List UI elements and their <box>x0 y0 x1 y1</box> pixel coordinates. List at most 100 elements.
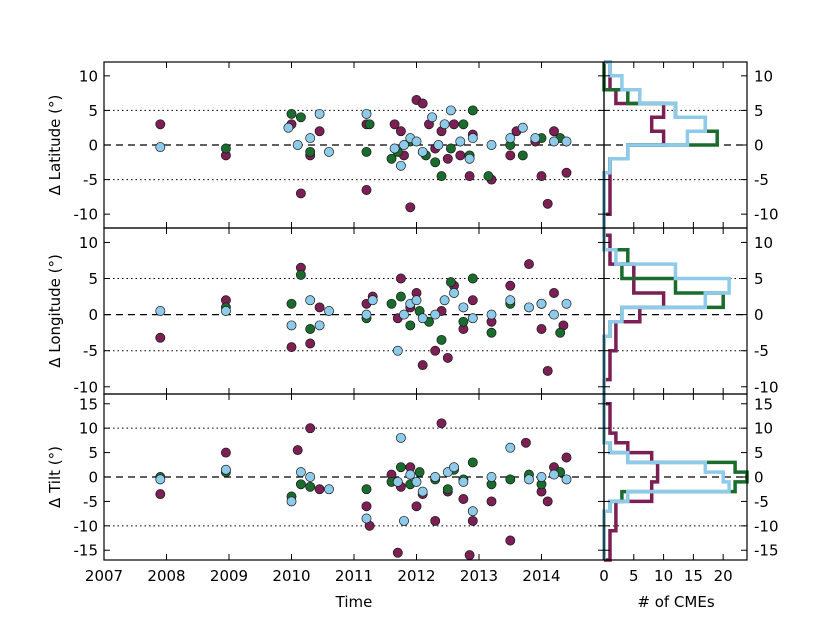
ytick-label-latitude-histogram: 5 <box>754 102 764 120</box>
ytick-label-longitude-histogram: 0 <box>754 306 764 324</box>
data-point-longitude <box>314 320 325 331</box>
data-point-longitude <box>467 273 478 284</box>
data-point-tilt <box>395 432 406 443</box>
data-point-tilt <box>395 462 406 473</box>
data-point-tilt <box>467 506 478 517</box>
ytick-label-longitude-histogram: 10 <box>754 234 773 252</box>
data-point-longitude <box>361 309 372 320</box>
tick-marks <box>103 62 747 560</box>
data-point-longitude <box>155 332 166 343</box>
data-point-latitude <box>295 188 306 199</box>
data-point-longitude <box>220 306 231 316</box>
histogram-step-longitude-histogram <box>602 228 666 394</box>
data-point-tilt <box>295 467 306 478</box>
ylabel-latitude: Δ Latitude (°) <box>46 95 64 196</box>
data-point-tilt <box>417 486 428 497</box>
data-point-tilt <box>314 484 325 495</box>
data-point-longitude <box>395 291 406 302</box>
data-point-tilt <box>286 496 297 507</box>
data-point-latitude <box>395 126 406 137</box>
data-point-latitude <box>295 112 306 123</box>
data-point-longitude <box>549 288 559 298</box>
data-point-latitude <box>561 136 572 147</box>
data-point-longitude <box>445 277 456 288</box>
data-point-latitude <box>405 202 416 213</box>
data-point-longitude <box>314 302 325 313</box>
ytick-label-tilt-histogram: 15 <box>754 395 773 413</box>
data-point-latitude <box>305 133 316 144</box>
ytick-label-tilt: 10 <box>79 420 98 438</box>
data-point-tilt <box>520 437 531 448</box>
data-point-latitude <box>483 171 494 182</box>
ytick-label-longitude-histogram: 5 <box>754 270 764 288</box>
xtick-label-tilt-histogram: 10 <box>654 567 673 585</box>
data-point-latitude <box>536 171 547 182</box>
xtick-label-tilt-histogram: 5 <box>629 567 639 585</box>
data-point-longitude <box>155 306 166 316</box>
ytick-label-latitude: 10 <box>79 67 98 85</box>
data-point-tilt <box>467 515 478 526</box>
data-point-latitude <box>464 153 475 164</box>
data-point-latitude <box>455 136 466 147</box>
data-point-latitude <box>386 153 397 164</box>
data-point-latitude <box>458 119 469 130</box>
data-point-latitude <box>155 119 166 130</box>
data-point-longitude <box>417 313 428 324</box>
data-point-latitude <box>561 167 572 178</box>
ytick-label-latitude-histogram: 0 <box>754 137 764 155</box>
ytick-label-tilt-histogram: 5 <box>754 444 764 462</box>
tick-labels: -10 -5 0 5 10 -10 -5 0 5 10 -15 -10 -5 0 5 10 15 2007 2008… <box>74 67 779 585</box>
ytick-label-longitude: 5 <box>88 270 98 288</box>
data-point-latitude <box>445 105 456 116</box>
ytick-label-tilt-histogram: -5 <box>754 493 769 511</box>
xlabel-time: Time <box>335 593 373 611</box>
data-point-tilt <box>411 476 422 487</box>
data-point-tilt <box>305 423 316 434</box>
ytick-label-latitude: -5 <box>83 171 98 189</box>
ytick-label-tilt-histogram: 10 <box>754 420 773 438</box>
data-point-latitude <box>417 146 428 157</box>
data-point-latitude <box>389 143 400 154</box>
data-point-tilt <box>399 515 409 526</box>
ylabel-longitude: Δ Longitude (°) <box>46 254 64 368</box>
data-point-longitude <box>286 320 297 331</box>
data-point-latitude <box>305 146 316 157</box>
data-point-longitude <box>458 302 469 313</box>
data-point-latitude <box>517 150 528 161</box>
data-point-longitude <box>524 302 534 313</box>
data-point-latitude <box>505 133 516 144</box>
data-point-latitude <box>427 112 438 123</box>
data-point-tilt <box>292 445 303 456</box>
data-point-latitude <box>292 140 303 150</box>
data-point-latitude <box>455 150 466 161</box>
data-point-tilt <box>411 501 422 512</box>
data-point-latitude <box>314 126 325 137</box>
data-point-latitude <box>361 146 372 157</box>
data-point-tilt <box>486 472 497 482</box>
ytick-label-longitude-histogram: -10 <box>754 378 779 396</box>
histogram-step-longitude-histogram <box>602 228 731 394</box>
data-point-latitude <box>399 140 409 150</box>
data-point-longitude <box>467 295 478 306</box>
data-point-latitude <box>549 136 559 147</box>
data-point-latitude <box>314 108 325 119</box>
data-point-tilt <box>549 469 559 480</box>
data-point-longitude <box>367 295 378 306</box>
data-point-tilt <box>464 550 475 561</box>
ytick-label-longitude: 0 <box>88 306 98 324</box>
data-point-tilt <box>458 494 469 504</box>
histogram-step-tilt-histogram <box>602 394 660 562</box>
data-point-tilt <box>436 418 447 429</box>
data-point-tilt <box>561 452 572 463</box>
data-point-latitude <box>361 185 372 195</box>
data-point-latitude <box>433 140 444 150</box>
data-point-longitude <box>536 298 547 309</box>
data-point-longitude <box>536 324 547 334</box>
data-point-latitude <box>449 119 459 130</box>
ytick-label-tilt-histogram: 0 <box>754 469 764 487</box>
data-point-tilt <box>361 513 372 524</box>
data-point-tilt <box>505 535 516 546</box>
data-point-longitude <box>505 295 516 306</box>
data-point-tilt <box>361 484 372 495</box>
